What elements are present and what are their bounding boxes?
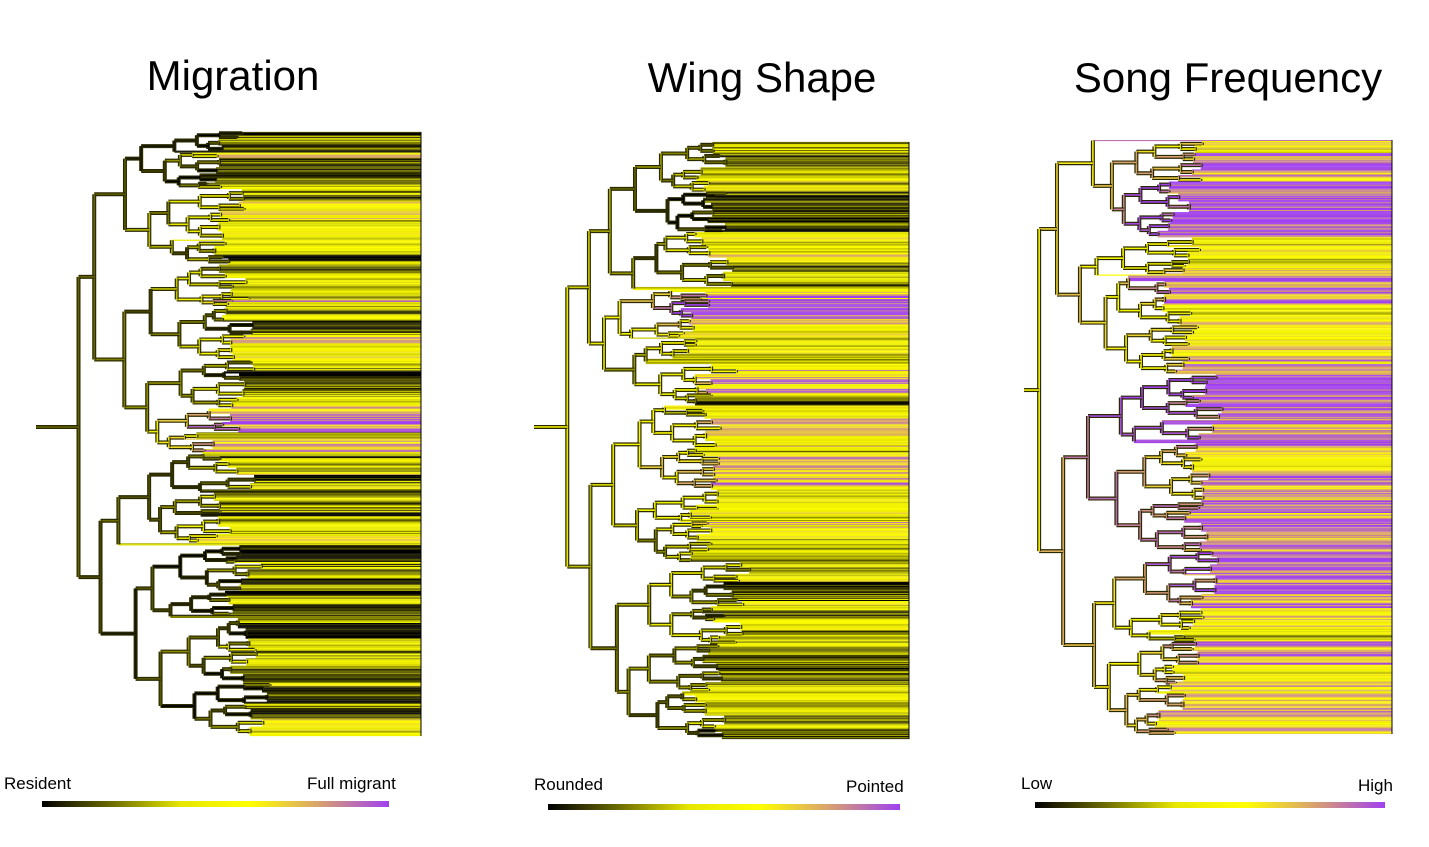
panel-title-migration: Migration bbox=[146, 52, 320, 99]
phylogeny-tree-song-frequency bbox=[1024, 139, 1393, 735]
color-scale-bar-song-frequency bbox=[1035, 802, 1385, 808]
scale-high-label-song-frequency: High bbox=[1358, 776, 1393, 795]
phylogeny-tree-wing-shape bbox=[534, 141, 910, 740]
scale-low-label-song-frequency: Low bbox=[1021, 774, 1053, 793]
color-scale-bar-wing-shape bbox=[548, 804, 900, 810]
scale-low-label-wing-shape: Rounded bbox=[534, 775, 604, 794]
scale-high-label-wing-shape: Pointed bbox=[846, 777, 904, 796]
panel-title-song-frequency: Song Frequency bbox=[1073, 54, 1383, 101]
panel-title-wing-shape: Wing Shape bbox=[647, 54, 877, 101]
scale-low-label-migration: Resident bbox=[4, 774, 72, 793]
color-scale-bar-migration bbox=[42, 801, 389, 807]
phylogeny-tree-migration bbox=[36, 131, 422, 737]
scale-high-label-migration: Full migrant bbox=[307, 774, 396, 793]
